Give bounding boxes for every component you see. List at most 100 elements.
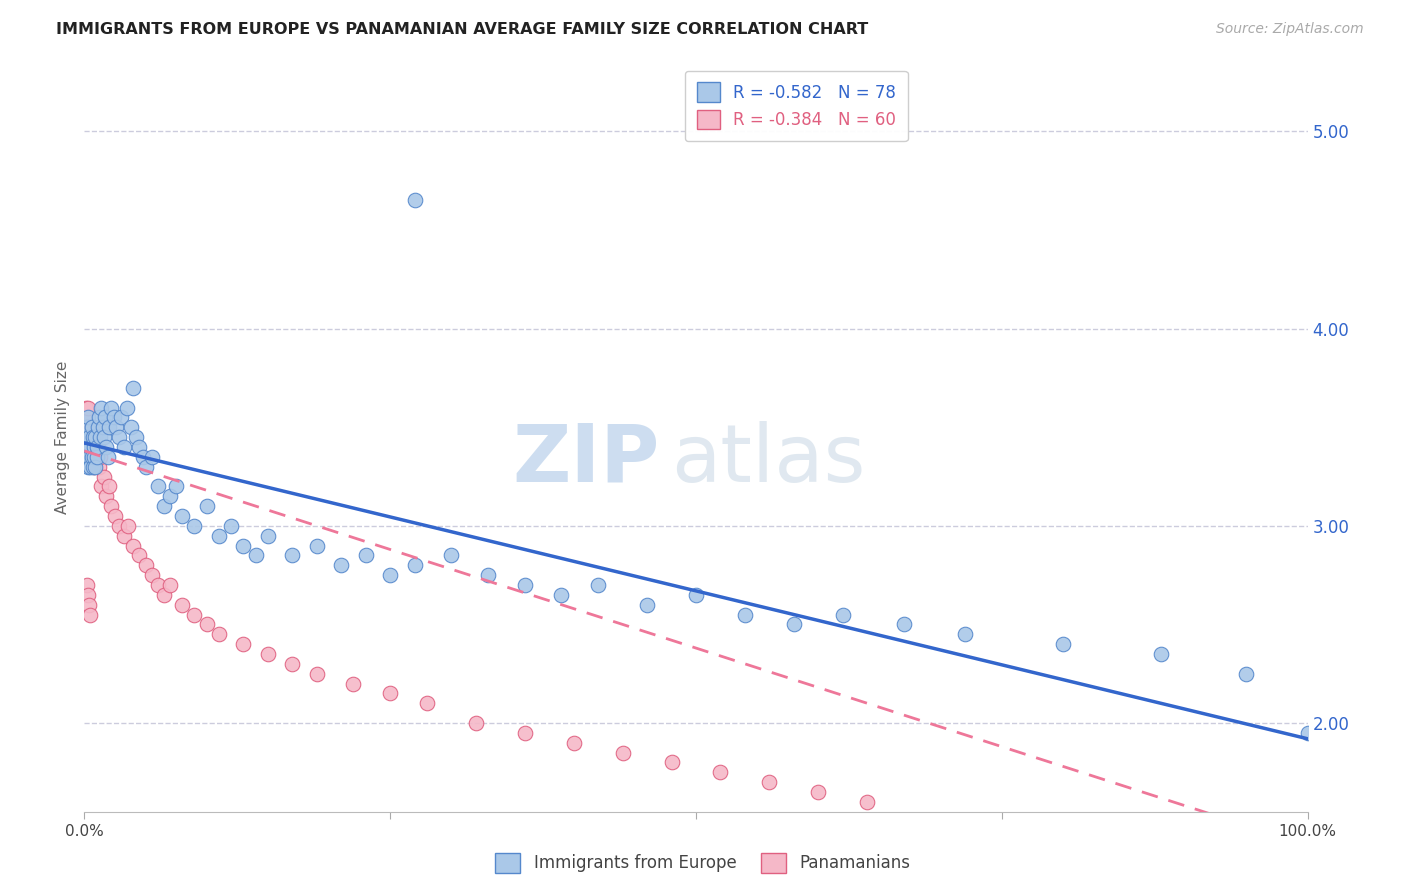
Point [165,479,187,493]
Legend: Immigrants from Europe, Panamanians: Immigrants from Europe, Panamanians [489,847,917,880]
Point [87,440,110,454]
Point [82,430,104,444]
Point [1236,666,1258,681]
Point [93,430,115,444]
Point [117,518,139,533]
Text: IMMIGRANTS FROM EUROPE VS PANAMANIAN AVERAGE FAMILY SIZE CORRELATION CHART: IMMIGRANTS FROM EUROPE VS PANAMANIAN AVE… [56,22,869,37]
Point [75,430,97,444]
Point [305,666,328,681]
Point [734,607,756,622]
Point [79,440,101,454]
Point [195,617,218,632]
Point [90,401,112,415]
Point [513,726,536,740]
Point [76,410,98,425]
Point [141,450,163,464]
Point [86,440,108,454]
Point [82,430,104,444]
Point [128,440,150,454]
Point [232,637,254,651]
Text: atlas: atlas [672,420,866,499]
Point [107,430,129,444]
Point [513,578,536,592]
Point [305,539,328,553]
Point [122,539,145,553]
Point [146,479,169,493]
Point [97,479,120,493]
Point [82,450,104,464]
Point [380,686,402,700]
Point [79,450,101,464]
Point [87,420,110,434]
Point [79,607,101,622]
Point [128,549,150,563]
Point [758,775,780,789]
Point [183,518,205,533]
Point [76,578,98,592]
Point [281,549,304,563]
Point [89,430,111,444]
Point [245,549,267,563]
Point [83,459,105,474]
Point [159,489,181,503]
Point [586,578,609,592]
Point [550,588,572,602]
Point [112,440,135,454]
Point [208,627,231,641]
Point [172,598,194,612]
Point [82,459,104,474]
Text: ZIP: ZIP [512,420,659,499]
Point [103,410,125,425]
Point [75,401,97,415]
Point [135,459,157,474]
Point [404,194,426,208]
Point [125,430,148,444]
Point [84,430,107,444]
Point [856,795,879,809]
Point [83,450,105,464]
Point [104,508,127,523]
Point [141,568,163,582]
Point [96,440,118,454]
Point [77,440,100,454]
Point [183,607,205,622]
Point [404,558,426,573]
Point [87,459,110,474]
Point [77,430,100,444]
Point [172,508,194,523]
Point [77,588,100,602]
Point [77,440,100,454]
Point [77,420,100,434]
Point [77,598,100,612]
Point [100,401,122,415]
Point [97,420,120,434]
Point [100,499,122,513]
Point [94,410,117,425]
Point [97,450,120,464]
Point [953,627,976,641]
Point [195,499,218,513]
Point [79,459,101,474]
Point [84,459,107,474]
Point [893,617,915,632]
Point [80,420,103,434]
Point [77,450,100,464]
Point [115,401,138,415]
Point [87,410,110,425]
Point [105,420,128,434]
Point [709,765,731,780]
Y-axis label: Average Family Size: Average Family Size [55,360,70,514]
Point [232,539,254,553]
Point [562,736,585,750]
Point [661,756,683,770]
Point [77,410,100,425]
Point [93,469,115,483]
Point [79,430,101,444]
Point [86,450,108,464]
Point [76,420,98,434]
Point [380,568,402,582]
Point [153,588,176,602]
Point [1296,726,1319,740]
Point [90,479,112,493]
Point [416,696,439,710]
